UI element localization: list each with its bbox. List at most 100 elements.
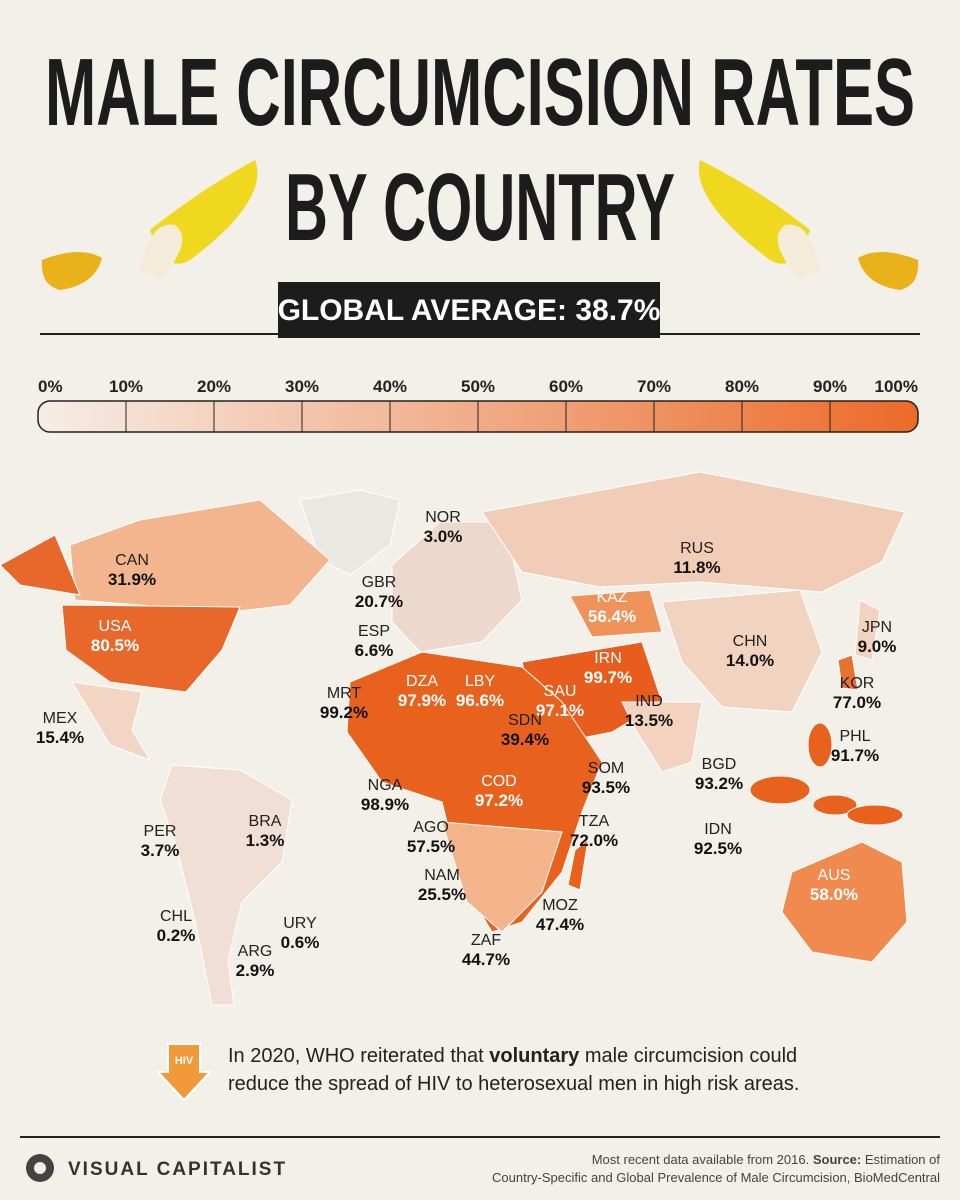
country-value: 15.4% — [36, 728, 84, 747]
country-code: MOZ — [542, 897, 578, 914]
country-value: 77.0% — [833, 693, 881, 712]
country-value: 96.6% — [456, 691, 504, 710]
country-code: PER — [144, 823, 177, 840]
country-value: 92.5% — [694, 839, 742, 858]
scale-label: 50% — [461, 377, 495, 396]
country-code: LBY — [465, 673, 496, 690]
country-value: 97.1% — [536, 701, 584, 720]
country-code: ESP — [358, 623, 390, 640]
country-value: 99.7% — [584, 668, 632, 687]
country-value: 20.7% — [355, 592, 403, 611]
country-value: 3.7% — [141, 841, 180, 860]
country-value: 91.7% — [831, 746, 879, 765]
country-value: 13.5% — [625, 711, 673, 730]
scale-label: 30% — [285, 377, 319, 396]
country-value: 2.9% — [236, 961, 275, 980]
country-value: 97.9% — [398, 691, 446, 710]
logo — [26, 1154, 54, 1182]
icon-text: HIV — [175, 1055, 194, 1067]
country-code: ARG — [238, 943, 273, 960]
source-part: Most recent data available from 2016. — [592, 1152, 813, 1167]
country-code: SAU — [544, 683, 577, 700]
scale-label: 100% — [875, 377, 918, 396]
country-code: TZA — [579, 813, 610, 830]
country-value: 14.0% — [726, 651, 774, 670]
country-value: 47.4% — [536, 915, 584, 934]
country-code: NGA — [368, 777, 403, 794]
country-value: 11.8% — [673, 558, 720, 577]
country-value: 44.7% — [462, 950, 510, 969]
scale-label: 0% — [38, 377, 63, 396]
country-value: 72.0% — [570, 831, 618, 850]
note-text: reduce the spread of HIV to heterosexual… — [228, 1073, 799, 1095]
country-code: IRN — [594, 650, 622, 667]
country-code: MEX — [43, 710, 78, 727]
country-code: NOR — [425, 509, 461, 526]
country-code: AUS — [818, 867, 851, 884]
country-code: BRA — [249, 813, 282, 830]
note-bold: voluntary — [489, 1045, 580, 1067]
country-code: AGO — [413, 819, 449, 836]
source-text: Most recent data available from 2016. So… — [592, 1152, 941, 1167]
country-value: 97.2% — [475, 791, 523, 810]
country-code: IDN — [704, 821, 732, 838]
country-code: USA — [99, 618, 132, 635]
country-code: GBR — [362, 574, 397, 591]
hiv-icon: HIV — [155, 1043, 213, 1102]
country-value: 1.3% — [246, 831, 285, 850]
scale-label: 10% — [109, 377, 143, 396]
note-text: In 2020, WHO reiterated that voluntary m… — [228, 1045, 797, 1067]
note-part: male circumcision could — [579, 1045, 797, 1067]
source-text: Country-Specific and Global Prevalence o… — [492, 1170, 940, 1185]
note-part: In 2020, WHO reiterated that — [228, 1045, 489, 1067]
scale-label: 20% — [197, 377, 231, 396]
country-value: 80.5% — [91, 636, 139, 655]
country-code: PHL — [839, 728, 870, 745]
country-code: BGD — [702, 756, 737, 773]
country-code: COD — [481, 773, 517, 790]
average-box — [278, 282, 660, 338]
country-code: CHN — [733, 633, 768, 650]
country-value: 31.9% — [108, 570, 156, 589]
global-average: GLOBAL AVERAGE: 38.7% — [278, 294, 661, 327]
country-code: CHL — [160, 908, 192, 925]
country-value: 99.2% — [320, 703, 368, 722]
country-value: 57.5% — [407, 837, 455, 856]
scale-label: 40% — [373, 377, 407, 396]
country-code: KOR — [840, 675, 875, 692]
country-value: 9.0% — [858, 637, 897, 656]
country-code: JPN — [862, 619, 892, 636]
country-value: 0.2% — [157, 926, 196, 945]
title-line: MALE CIRCUMCISION RATES — [45, 39, 915, 146]
scale-label: 60% — [549, 377, 583, 396]
country-value: 6.6% — [355, 641, 394, 660]
country-code: KAZ — [596, 589, 627, 606]
